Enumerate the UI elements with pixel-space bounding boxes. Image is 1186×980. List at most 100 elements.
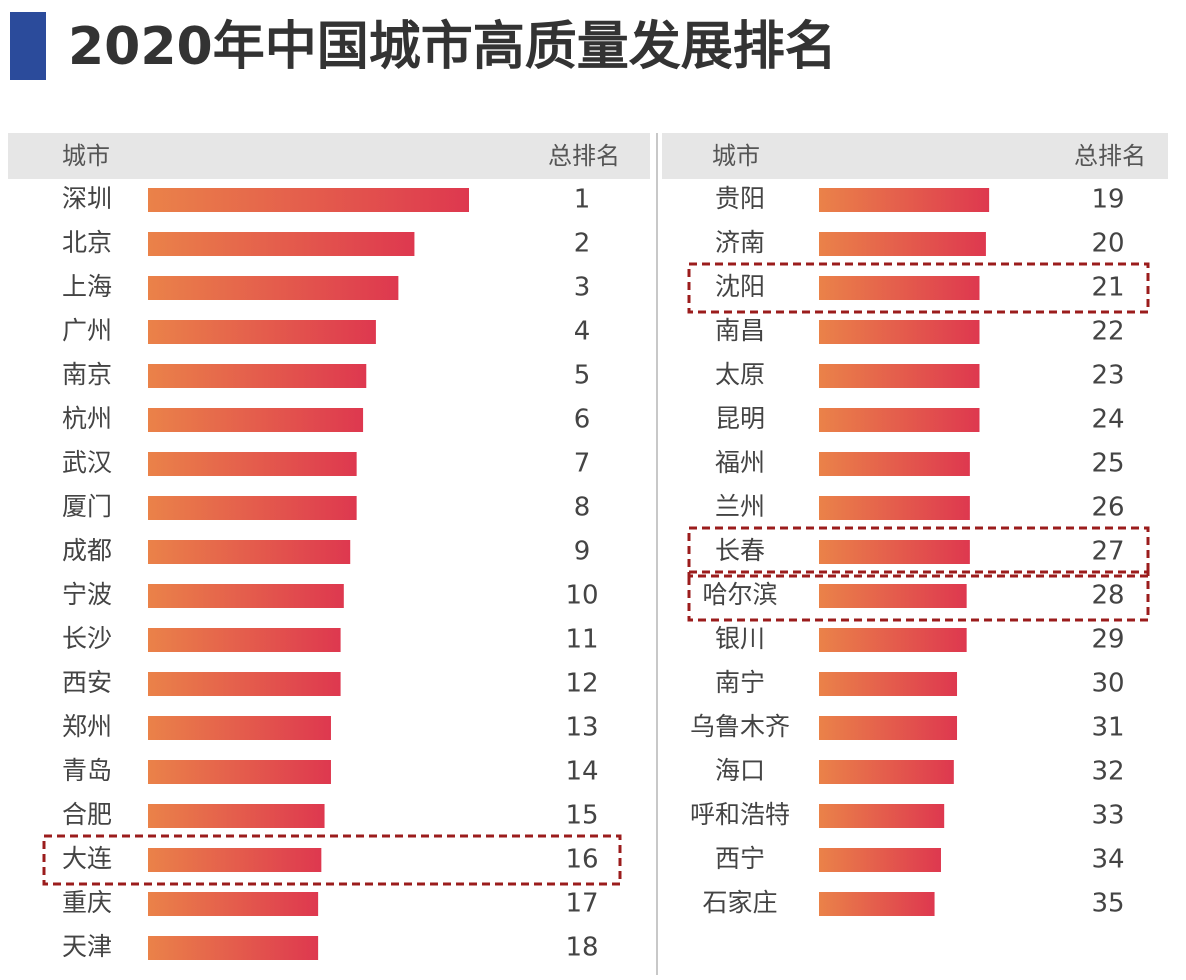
rank-label: 1 xyxy=(574,185,591,215)
bar xyxy=(819,804,945,828)
city-label: 天津 xyxy=(62,932,112,961)
city-label: 银川 xyxy=(715,624,765,653)
city-label: 合肥 xyxy=(62,800,112,829)
rank-label: 35 xyxy=(1091,889,1124,919)
header-rank: 总排名 xyxy=(1074,142,1146,170)
title-marker xyxy=(10,12,46,80)
city-label: 杭州 xyxy=(62,404,112,433)
rank-label: 16 xyxy=(565,845,598,875)
city-label: 青岛 xyxy=(62,756,112,785)
bar xyxy=(819,628,967,652)
bar xyxy=(819,672,958,696)
header-city: 城市 xyxy=(62,142,110,170)
bar xyxy=(819,232,986,256)
rank-label: 32 xyxy=(1091,757,1124,787)
bar xyxy=(148,760,331,784)
bar xyxy=(819,364,980,388)
city-label: 太原 xyxy=(715,360,765,389)
rank-label: 22 xyxy=(1091,317,1124,347)
highlight-box xyxy=(42,834,622,886)
city-label: 上海 xyxy=(62,272,112,301)
city-label: 深圳 xyxy=(62,184,112,213)
header-city: 城市 xyxy=(712,142,760,170)
city-label: 贵阳 xyxy=(715,184,765,213)
highlight-box xyxy=(687,262,1150,314)
rank-label: 31 xyxy=(1091,713,1124,743)
rank-label: 28 xyxy=(1091,581,1124,611)
city-label: 武汉 xyxy=(62,448,112,477)
city-label: 南昌 xyxy=(715,316,765,345)
rank-label: 4 xyxy=(574,317,591,347)
city-label: 南京 xyxy=(62,360,112,389)
rank-label: 33 xyxy=(1091,801,1124,831)
rank-label: 23 xyxy=(1091,361,1124,391)
city-label: 长沙 xyxy=(62,624,112,653)
rank-label: 21 xyxy=(1091,273,1124,303)
rank-label: 9 xyxy=(574,537,591,567)
city-label: 南宁 xyxy=(715,668,765,697)
rank-label: 5 xyxy=(574,361,591,391)
city-label: 兰州 xyxy=(715,492,765,521)
bar xyxy=(148,364,367,388)
bar xyxy=(148,936,319,960)
bar xyxy=(148,232,415,256)
highlight-box xyxy=(687,570,1150,622)
rank-label: 12 xyxy=(565,669,598,699)
header-rank: 总排名 xyxy=(548,142,620,170)
bar xyxy=(148,320,376,344)
rank-label: 2 xyxy=(574,229,591,259)
bar xyxy=(148,452,357,476)
bar xyxy=(148,628,341,652)
bar xyxy=(819,716,958,740)
rank-label: 14 xyxy=(565,757,598,787)
header-band xyxy=(662,133,1168,179)
rank-label: 7 xyxy=(574,449,591,479)
header-band xyxy=(8,133,650,179)
rank-label: 6 xyxy=(574,405,591,435)
city-label: 广州 xyxy=(62,316,112,345)
rank-label: 30 xyxy=(1091,669,1124,699)
rank-label: 13 xyxy=(565,713,598,743)
bar xyxy=(819,848,941,872)
city-label: 长春 xyxy=(715,536,765,565)
rank-label: 26 xyxy=(1091,493,1124,523)
rank-label: 11 xyxy=(565,625,598,655)
city-label: 海口 xyxy=(715,756,765,785)
bar xyxy=(148,188,469,212)
city-label: 郑州 xyxy=(62,712,112,741)
city-label: 沈阳 xyxy=(715,272,765,301)
bar xyxy=(819,760,954,784)
bar xyxy=(819,320,980,344)
city-label: 宁波 xyxy=(62,580,112,609)
rank-label: 34 xyxy=(1091,845,1124,875)
bar xyxy=(819,540,970,564)
city-label: 呼和浩特 xyxy=(690,800,790,829)
bar xyxy=(148,892,319,916)
bar xyxy=(148,584,344,608)
bar xyxy=(819,408,980,432)
city-label: 乌鲁木齐 xyxy=(690,712,790,741)
city-label: 福州 xyxy=(715,448,765,477)
bar xyxy=(819,584,967,608)
bar xyxy=(819,276,980,300)
bar xyxy=(819,188,990,212)
bar xyxy=(819,452,970,476)
rank-label: 10 xyxy=(565,581,598,611)
city-label: 济南 xyxy=(715,228,765,257)
rank-label: 24 xyxy=(1091,405,1124,435)
bar xyxy=(819,892,935,916)
bar xyxy=(148,672,341,696)
city-label: 西安 xyxy=(62,668,112,697)
rank-label: 29 xyxy=(1091,625,1124,655)
city-label: 厦门 xyxy=(62,492,112,521)
bar xyxy=(148,540,351,564)
rank-label: 18 xyxy=(565,933,598,963)
city-label: 北京 xyxy=(62,228,112,257)
bar xyxy=(148,408,364,432)
city-label: 西宁 xyxy=(715,844,765,873)
rank-label: 15 xyxy=(565,801,598,831)
bar xyxy=(148,496,357,520)
city-label: 重庆 xyxy=(62,888,112,917)
rank-label: 8 xyxy=(574,493,591,523)
city-label: 石家庄 xyxy=(702,888,777,917)
